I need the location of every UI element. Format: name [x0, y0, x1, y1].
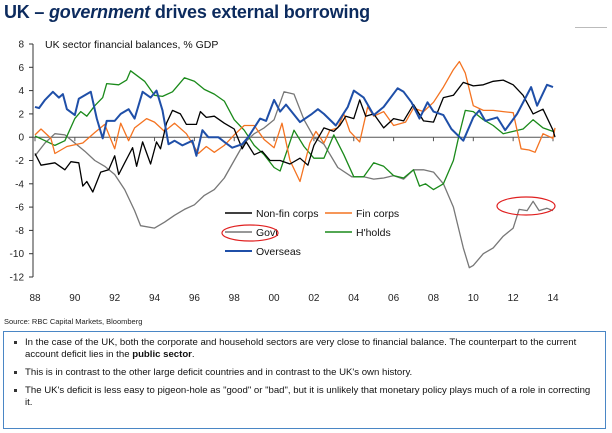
note-bullet: In the case of the UK, both the corporat…	[14, 337, 595, 361]
legend-label: Govt	[256, 227, 278, 239]
y-tick-label: 4	[18, 86, 24, 97]
decorative-rule	[575, 27, 607, 28]
y-tick-label: 6	[18, 63, 24, 74]
x-tick-label: 10	[468, 293, 480, 304]
x-tick-label: 98	[229, 293, 241, 304]
highlight-ellipse-legend	[221, 224, 279, 242]
legend-label: Overseas	[256, 246, 301, 258]
x-tick-label: 14	[547, 293, 559, 304]
x-tick-label: 08	[428, 293, 440, 304]
x-tick-label: 92	[109, 293, 121, 304]
bullet-icon	[14, 389, 17, 392]
note-bullet: This is in contrast to the other large d…	[14, 367, 595, 379]
y-tick-label: -8	[15, 226, 24, 237]
chart-title: UK sector financial balances, % GDP	[45, 39, 218, 51]
sector-balances-chart: UK sector financial balances, % GDP 8 6 4 2…	[10, 39, 559, 304]
note-bold: public sector	[132, 349, 192, 360]
x-tick-label: 02	[308, 293, 320, 304]
note-text: The UK's deficit is less easy to pigeon-…	[25, 385, 591, 408]
y-tick-label: -12	[10, 273, 25, 284]
source-note: Source: RBC Capital Markets, Bloomberg	[4, 317, 143, 326]
bullet-icon	[14, 371, 17, 374]
x-tick-label: 06	[388, 293, 400, 304]
x-tick-label: 12	[508, 293, 520, 304]
legend-label: Fin corps	[356, 208, 399, 220]
x-tick-label: 90	[69, 293, 81, 304]
notes-box: In the case of the UK, both the corporat…	[3, 331, 606, 429]
note-text: In the case of the UK, both the corporat…	[25, 337, 577, 360]
y-tick-label: -4	[15, 179, 24, 190]
x-tick-label: 00	[269, 293, 281, 304]
series-line-overseas	[34, 83, 554, 157]
note-bullet: The UK's deficit is less easy to pigeon-…	[14, 385, 595, 409]
note-text: This is in contrast to the other large d…	[25, 367, 413, 378]
title-prefix: UK –	[4, 2, 50, 22]
title-suffix: drives external borrowing	[150, 2, 370, 22]
series-line-fin-corps	[34, 60, 556, 183]
highlight-ellipse-govt	[496, 196, 556, 216]
note-end: .	[191, 349, 195, 360]
slide-title: UK – government drives external borrowin…	[4, 2, 370, 23]
series-line-h-holds	[34, 70, 554, 191]
legend-label: H'holds	[356, 227, 391, 239]
y-tick-label: 2	[18, 109, 24, 120]
x-tick-label: 94	[149, 293, 161, 304]
legend-label: Non-fin corps	[256, 208, 318, 220]
y-tick-label: 8	[18, 40, 24, 51]
x-tick-label: 04	[348, 293, 360, 304]
y-tick-label: 0	[18, 133, 24, 144]
x-tick-label: 96	[189, 293, 201, 304]
series-line-non-fin-corps	[34, 79, 556, 193]
title-emphasis: government	[49, 2, 151, 22]
y-tick-label: -6	[15, 203, 24, 214]
bullet-icon	[14, 341, 17, 344]
y-tick-label: -2	[15, 156, 24, 167]
y-tick-label: -10	[10, 249, 25, 260]
x-tick-label: 88	[29, 293, 41, 304]
